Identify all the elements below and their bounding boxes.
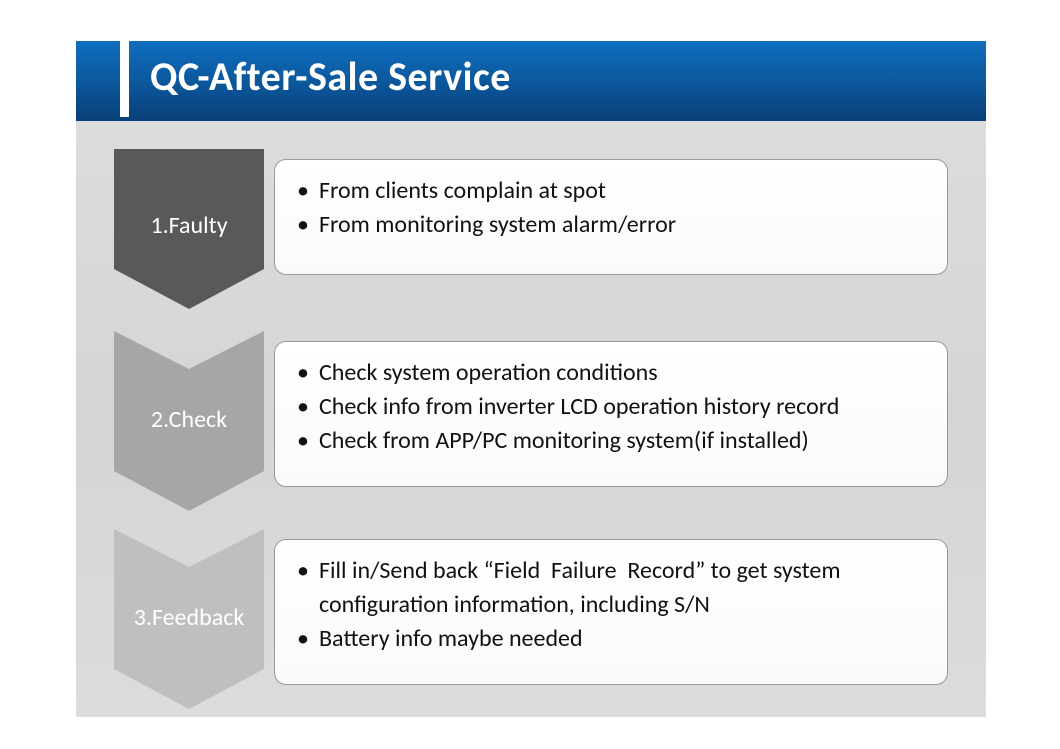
body-panel: 1.Faulty From clients complain at spot F… [76, 121, 986, 717]
list-item: Fill in/Send back “Field Failure Record”… [297, 554, 929, 622]
step-1-box: From clients complain at spot From monit… [274, 159, 948, 275]
list-item: Battery info maybe needed [297, 622, 929, 656]
step-1-bullets: From clients complain at spot From monit… [297, 174, 929, 242]
step-1-chevron: 1.Faulty [114, 149, 264, 309]
step-3-bullets: Fill in/Send back “Field Failure Record”… [297, 554, 929, 656]
list-item: Check info from inverter LCD operation h… [297, 390, 929, 424]
step-1: 1.Faulty From clients complain at spot F… [114, 149, 948, 309]
step-2: 2.Check Check system operation condition… [114, 331, 948, 511]
step-3-label: 3.Feedback [114, 603, 264, 632]
list-item: From clients complain at spot [297, 174, 929, 208]
step-2-chevron: 2.Check [114, 331, 264, 511]
slide-title: QC-After-Sale Service [150, 52, 511, 101]
step-3: 3.Feedback Fill in/Send back “Field Fail… [114, 529, 948, 709]
step-3-chevron: 3.Feedback [114, 529, 264, 709]
step-3-box: Fill in/Send back “Field Failure Record”… [274, 539, 948, 685]
list-item: From monitoring system alarm/error [297, 208, 929, 242]
list-item: Check from APP/PC monitoring system(if i… [297, 424, 929, 458]
step-2-bullets: Check system operation conditions Check … [297, 356, 929, 458]
step-2-box: Check system operation conditions Check … [274, 341, 948, 487]
step-1-label: 1.Faulty [114, 211, 264, 240]
header-stripe [120, 9, 129, 117]
step-2-label: 2.Check [114, 405, 264, 434]
slide: QC-After-Sale Service 1.Faulty From clie… [0, 0, 1060, 749]
list-item: Check system operation conditions [297, 356, 929, 390]
